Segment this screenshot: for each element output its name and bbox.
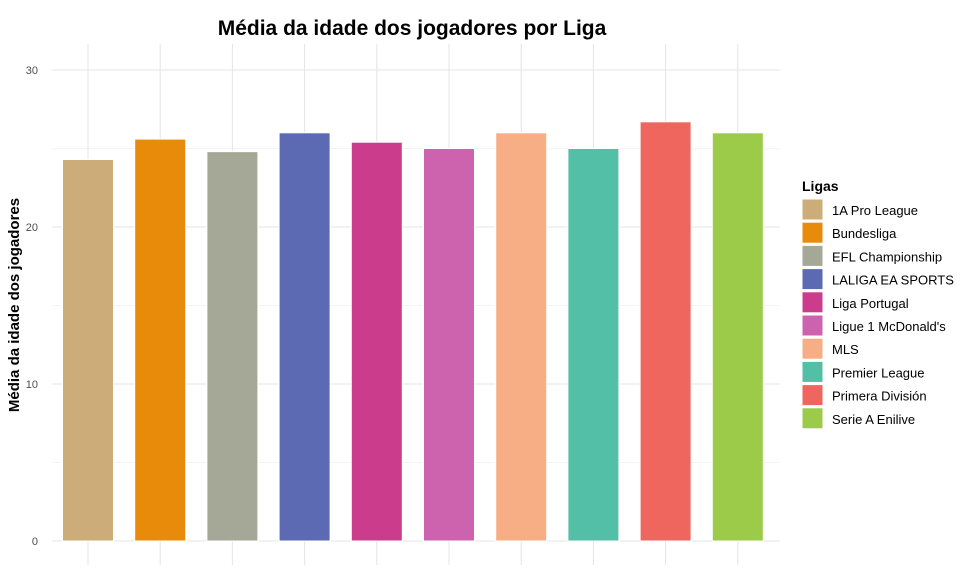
legend-key bbox=[801, 198, 824, 221]
legend-label: Liga Portugal bbox=[832, 296, 909, 311]
legend-label: Primera División bbox=[832, 389, 927, 404]
legend-label: Bundesliga bbox=[832, 226, 897, 241]
bar-premier-league bbox=[567, 148, 620, 542]
legend-title: Ligas bbox=[802, 178, 839, 194]
bars bbox=[62, 121, 764, 542]
legend: Ligas 1A Pro League Bundesliga EFL Champio… bbox=[801, 178, 954, 430]
y-tick-label: 0 bbox=[32, 536, 38, 548]
bar-mls bbox=[495, 132, 548, 542]
bar-primera-divisi-n bbox=[639, 121, 692, 542]
bar-1a-pro-league bbox=[62, 158, 114, 542]
bar-efl-championship bbox=[206, 151, 259, 542]
bar-serie-a-enilive bbox=[711, 132, 764, 542]
bar-liga-portugal bbox=[350, 141, 403, 542]
chart-title: Média da idade dos jogadores por Liga bbox=[218, 17, 607, 40]
bar-ligue-1-mcdonald-s bbox=[423, 148, 475, 542]
legend-key bbox=[801, 384, 824, 407]
bar-bundesliga bbox=[134, 138, 187, 542]
y-axis-ticks: 0 10 20 30 bbox=[26, 65, 38, 548]
legend-key bbox=[801, 314, 824, 337]
legend-key bbox=[801, 407, 824, 430]
legend-label: Premier League bbox=[832, 365, 925, 380]
legend-label: Ligue 1 McDonald's bbox=[832, 319, 946, 334]
legend-label: LALIGA EA SPORTS bbox=[832, 273, 954, 288]
legend-key bbox=[801, 291, 824, 314]
legend-key bbox=[801, 268, 824, 291]
legend-key bbox=[801, 360, 824, 383]
legend-label: 1A Pro League bbox=[832, 203, 918, 218]
y-axis-title: Média da idade dos jogadores bbox=[6, 198, 23, 412]
legend-label: MLS bbox=[832, 342, 859, 357]
bar-laliga-ea-sports bbox=[278, 132, 331, 542]
legend-key bbox=[801, 244, 824, 267]
legend-key bbox=[801, 221, 824, 244]
legend-key bbox=[801, 337, 824, 360]
y-tick-label: 30 bbox=[26, 65, 38, 77]
legend-label: EFL Championship bbox=[832, 249, 942, 264]
y-tick-label: 10 bbox=[26, 379, 38, 391]
legend-label: Serie A Enilive bbox=[832, 412, 915, 427]
y-tick-label: 20 bbox=[26, 222, 38, 234]
